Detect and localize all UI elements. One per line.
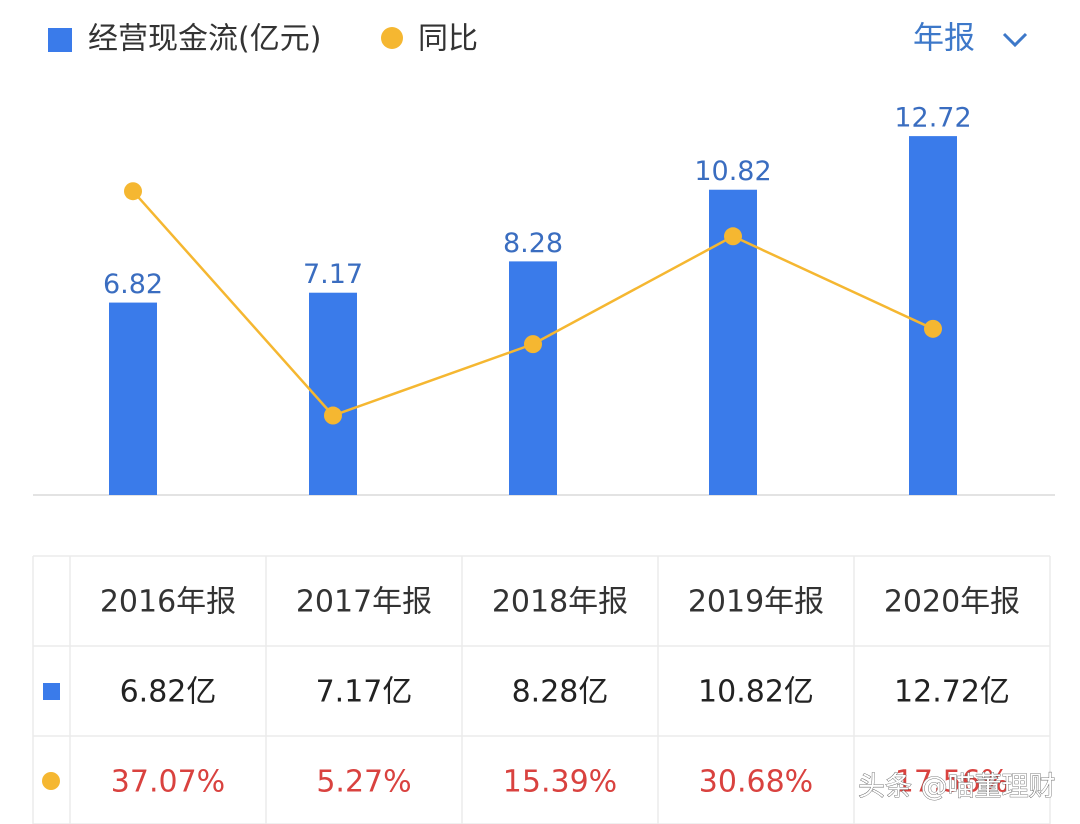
table-header: 2019年报 (688, 585, 824, 620)
bar (509, 261, 557, 495)
table-value: 8.28亿 (512, 675, 609, 710)
table-value: 10.82亿 (698, 675, 814, 710)
bar (909, 136, 957, 495)
table-value: 7.17亿 (316, 675, 413, 710)
table-header: 2020年报 (884, 585, 1020, 620)
table-growth: 30.68% (699, 765, 813, 800)
row-icon (43, 683, 60, 700)
dropdown-chevron[interactable] (1002, 32, 1028, 48)
line-point (324, 406, 342, 425)
table-growth: 5.27% (316, 765, 411, 800)
line-point (124, 182, 142, 201)
bar (109, 302, 157, 495)
table-header: 2018年报 (492, 585, 628, 620)
line-point (924, 319, 942, 338)
line-point (524, 335, 542, 354)
table-growth: 15.39% (503, 765, 617, 800)
table-value: 6.82亿 (120, 675, 217, 710)
legend-swatch (48, 28, 72, 52)
bar-value-label: 10.82 (694, 156, 771, 187)
table-header: 2017年报 (296, 585, 432, 620)
period-selector[interactable]: 年报 (913, 21, 1028, 57)
bar-value-label: 7.17 (303, 259, 363, 290)
table-growth: 37.07% (111, 765, 225, 800)
table-growth: 17.56% (895, 765, 1009, 800)
legend-label: 经营现金流(亿元) (88, 22, 321, 57)
watermark: 头条 @喵董理财 (858, 772, 1056, 803)
legend-label: 同比 (418, 22, 478, 57)
line-point (724, 227, 742, 246)
bar (309, 292, 357, 495)
bar-value-label: 6.82 (103, 269, 163, 300)
legend-swatch (381, 27, 403, 49)
table-header: 2016年报 (100, 585, 236, 620)
row-icon (42, 772, 60, 790)
bar-value-label: 8.28 (503, 228, 563, 259)
period-label[interactable]: 年报 (913, 21, 975, 57)
table-value: 12.72亿 (894, 675, 1010, 710)
bar-value-label: 12.72 (894, 103, 971, 134)
